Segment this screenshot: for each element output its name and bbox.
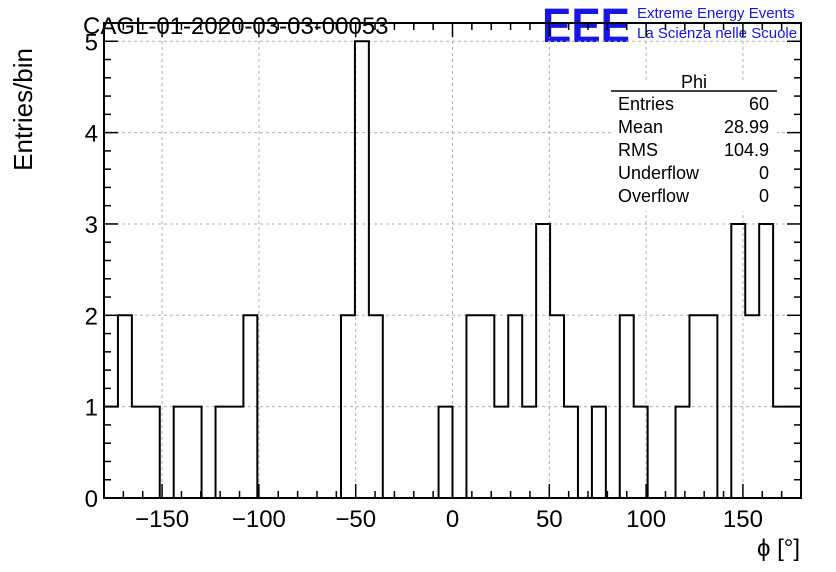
y-tick-label: 0 [85, 486, 98, 513]
histogram-bin [689, 315, 703, 498]
stats-title: Phi [681, 72, 707, 92]
histogram-bin [132, 407, 146, 498]
histogram-bin [188, 407, 202, 498]
histogram-bin [174, 407, 188, 498]
histogram-bin [773, 407, 787, 498]
logo-line2: La Scienza nelle Scuole [637, 25, 797, 42]
plot-frame [103, 22, 802, 499]
x-tick-label: 150 [723, 506, 763, 533]
x-axis-label: ϕ [°] [757, 535, 800, 562]
chart-title: CAGL-01-2020-03-03-00053 [83, 13, 389, 40]
stats-box: Phi Entries 60 Mean 28.99 RMS 104.9 Underflow 0… [611, 72, 777, 211]
histogram-bin [355, 41, 369, 498]
stats-value: 28.99 [724, 117, 769, 137]
y-tick-labels: 0 1 2 3 4 5 [85, 29, 98, 513]
histogram-outline [103, 40, 802, 499]
stats-value: 60 [749, 94, 769, 114]
histogram-bin [146, 407, 160, 498]
y-tick-label: 4 [85, 121, 98, 148]
x-tick-label: 0 [446, 506, 459, 533]
x-tick-label: −150 [135, 506, 189, 533]
histogram-bin [759, 224, 773, 498]
histogram-bin [216, 407, 230, 498]
y-tick-label: 3 [85, 212, 98, 239]
x-tick-label: −100 [232, 506, 286, 533]
histogram-bin [676, 407, 690, 498]
histogram-bin [104, 407, 118, 498]
histogram-bin [536, 224, 550, 498]
y-tick-label: 2 [85, 303, 98, 330]
eee-logo: EEE Extreme Energy Events La Scienza nel… [542, 0, 797, 53]
logo-line1: Extreme Energy Events [637, 5, 795, 22]
y-axis-label: Entries/bin [8, 48, 38, 171]
x-tick-label: 100 [626, 506, 666, 533]
x-tick-labels: −150 −100 −50 0 50 100 150 [135, 506, 763, 533]
stats-label: Mean [618, 117, 663, 137]
stats-value: 104.9 [724, 140, 769, 160]
stats-value: 0 [759, 163, 769, 183]
histogram-bin [439, 407, 453, 498]
x-tick-label: −50 [335, 506, 376, 533]
axis-ticks [104, 22, 801, 499]
stats-label: Entries [618, 94, 674, 114]
stats-label: Overflow [618, 186, 690, 206]
histogram-bin [564, 407, 578, 498]
histogram-bin [522, 407, 536, 498]
stats-label: Underflow [618, 163, 700, 183]
stats-label: RMS [618, 140, 658, 160]
logo-letters: EEE [542, 0, 630, 53]
stats-value: 0 [759, 186, 769, 206]
histogram-bin [592, 407, 606, 498]
x-tick-label: 50 [536, 506, 563, 533]
y-tick-label: 5 [85, 29, 98, 56]
histogram-bin [494, 407, 508, 498]
y-tick-label: 1 [85, 395, 98, 422]
histogram-bin [229, 407, 243, 498]
histogram-bin [787, 407, 801, 498]
